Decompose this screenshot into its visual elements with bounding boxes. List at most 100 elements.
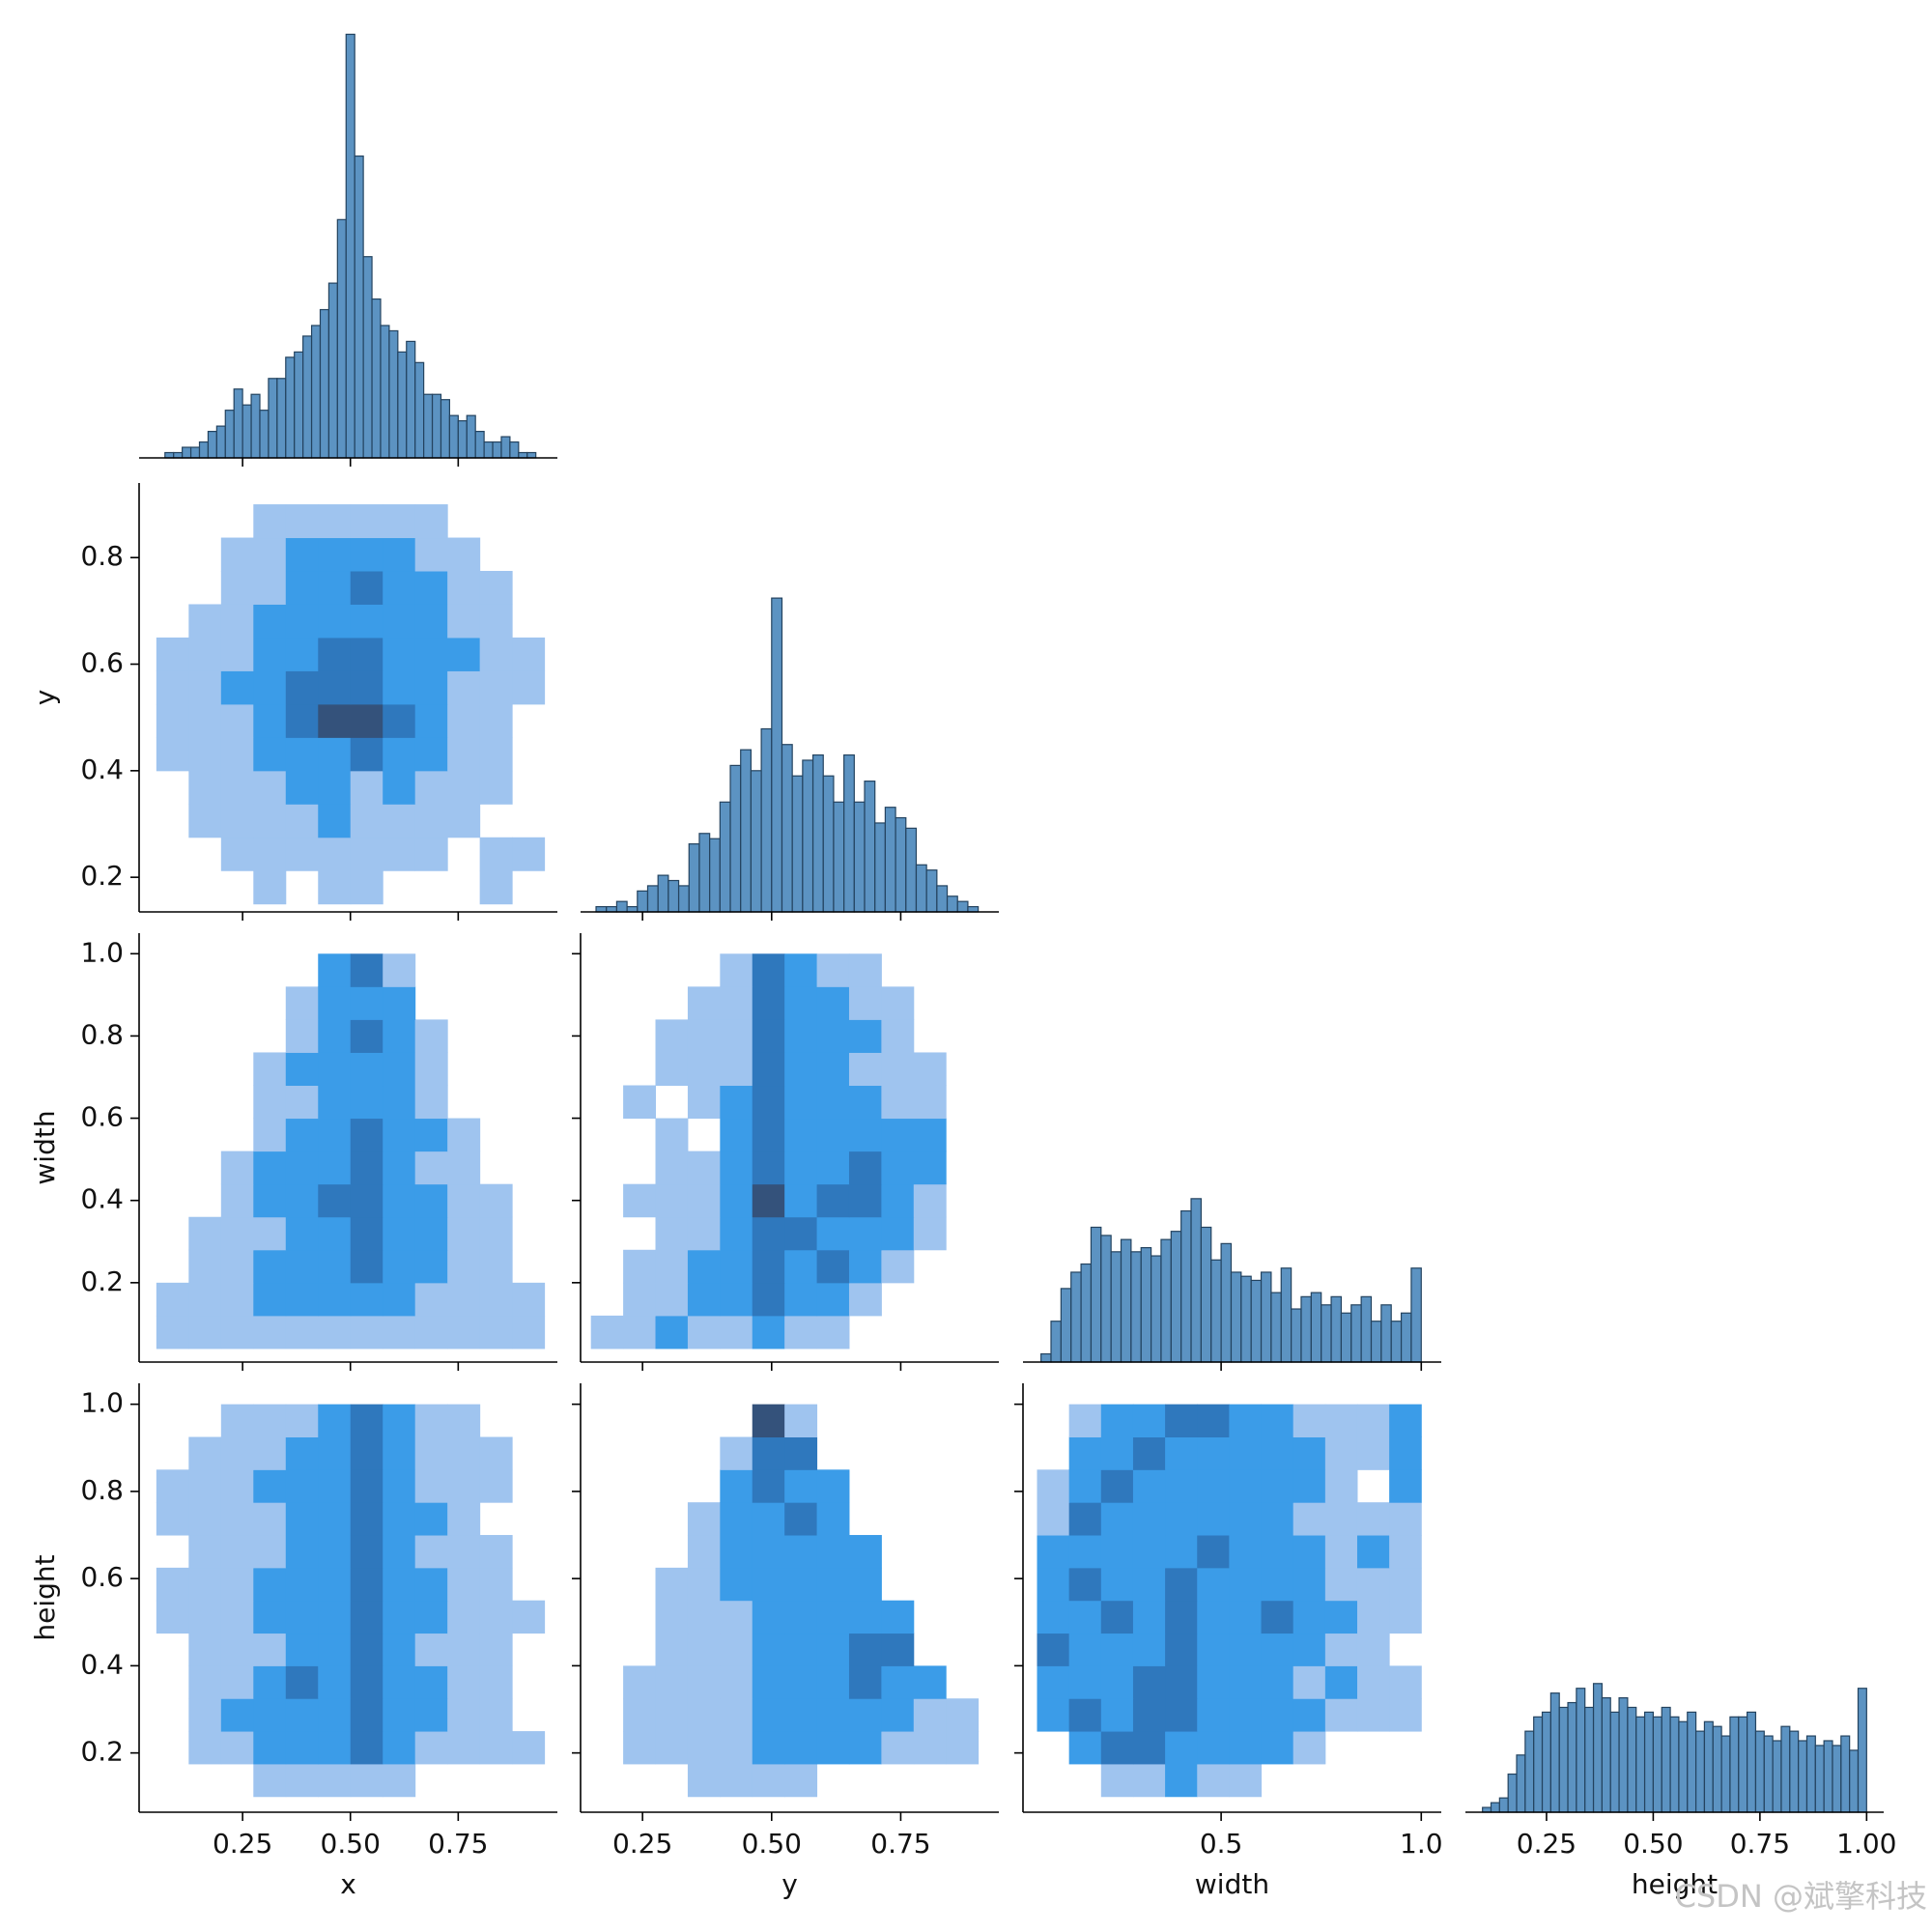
bar [362, 256, 373, 459]
cell [447, 1404, 481, 1437]
bar [1857, 1688, 1867, 1813]
cell [285, 737, 319, 772]
cell [816, 1216, 850, 1251]
cell [784, 1567, 818, 1602]
bar [431, 393, 442, 459]
cell [318, 537, 352, 572]
cell [479, 1665, 513, 1699]
cell [848, 1600, 882, 1634]
cell [1389, 1436, 1422, 1470]
bar [1050, 1321, 1062, 1363]
cell [220, 1183, 254, 1218]
cell [318, 737, 352, 772]
cell [383, 1535, 416, 1569]
bar [750, 770, 762, 913]
cell [220, 1731, 254, 1765]
cell [447, 571, 481, 605]
cell [1261, 1567, 1294, 1602]
cell [752, 1249, 785, 1284]
panel [572, 933, 999, 1371]
cell [848, 1535, 882, 1569]
cell [253, 1600, 287, 1634]
cell [687, 1535, 721, 1569]
cell [881, 1633, 915, 1666]
cell [1037, 1665, 1070, 1699]
cell [285, 1315, 319, 1350]
cell [752, 1535, 785, 1569]
bar [843, 753, 855, 913]
cell [687, 1216, 721, 1251]
cell [1293, 1731, 1326, 1765]
cell [318, 604, 352, 639]
x-axis-label: width [1195, 1868, 1269, 1900]
cell [1165, 1600, 1198, 1634]
cell [383, 1600, 416, 1634]
bar [1498, 1797, 1509, 1813]
x-axis-label: height [1632, 1868, 1718, 1900]
cell [1100, 1665, 1134, 1699]
bar [1270, 1292, 1282, 1363]
cell [1068, 1436, 1102, 1470]
cell [285, 1731, 319, 1765]
cell [350, 1052, 384, 1087]
x-tick-label: 0.50 [321, 1828, 381, 1860]
bar [884, 807, 896, 913]
panel [581, 597, 999, 921]
cell [913, 1118, 947, 1152]
cell [447, 670, 481, 705]
cell [1197, 1633, 1230, 1666]
cell [720, 1085, 753, 1120]
cell [881, 1085, 915, 1120]
cell [479, 737, 513, 772]
cell [350, 1698, 384, 1732]
cell [752, 1118, 785, 1152]
cell [318, 1731, 352, 1765]
cell [752, 1698, 785, 1732]
cell [188, 1216, 222, 1251]
bar [1360, 1295, 1373, 1363]
cell [350, 703, 384, 738]
cell [350, 1216, 384, 1251]
cell [350, 804, 384, 838]
cell [220, 571, 254, 605]
cell [1165, 1665, 1198, 1699]
cell [816, 1249, 850, 1284]
bar [1230, 1271, 1242, 1363]
cell [752, 986, 785, 1020]
cell [1261, 1535, 1294, 1569]
cell [623, 1731, 657, 1765]
cell [350, 1600, 384, 1634]
cell [881, 1052, 915, 1087]
cell [784, 986, 818, 1020]
cell [655, 1019, 689, 1053]
bar [1370, 1321, 1382, 1363]
bar [336, 218, 347, 459]
cell [479, 637, 513, 671]
cell [752, 1502, 785, 1536]
y-tick-label: 0.8 [80, 540, 124, 572]
cell [253, 770, 287, 805]
cell [414, 1633, 448, 1666]
cell [655, 1118, 689, 1152]
cell [318, 637, 352, 671]
cell [720, 1151, 753, 1185]
bar [345, 33, 355, 459]
cell [383, 1085, 416, 1120]
cell [188, 1633, 222, 1666]
cell [318, 986, 352, 1020]
cell [156, 1282, 189, 1317]
cell [752, 1567, 785, 1602]
bar [1558, 1706, 1569, 1813]
cell [253, 1216, 287, 1251]
cell [752, 1085, 785, 1120]
cell [816, 1600, 850, 1634]
cell [913, 1151, 947, 1185]
cell [752, 1183, 785, 1218]
cell [414, 1567, 448, 1602]
cell [784, 1085, 818, 1120]
bar [207, 430, 217, 459]
cell [414, 1469, 448, 1503]
cell [1389, 1502, 1422, 1536]
cell [784, 1019, 818, 1053]
cell [318, 1698, 352, 1732]
